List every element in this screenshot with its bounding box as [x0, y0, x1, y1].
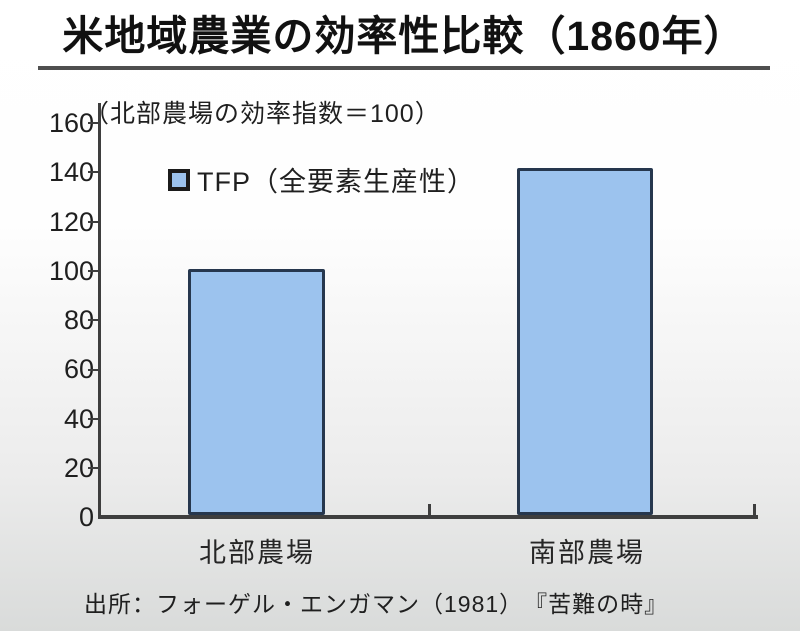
y-axis-tick [88, 418, 98, 420]
x-label-south: 南部農場 [529, 538, 645, 568]
y-axis-tick [88, 122, 98, 124]
y-tick-label: 140 [48, 157, 94, 188]
bar-south-farms [517, 168, 653, 515]
y-tick-label: 100 [48, 255, 94, 286]
y-axis-tick-labels: 160 140 120 100 80 60 40 20 0 [18, 108, 94, 532]
y-tick-label: 120 [48, 206, 94, 237]
y-axis-tick [88, 270, 98, 272]
chart-subtitle: （北部農場の効率指数＝100） [84, 100, 441, 128]
y-tick-label: 0 [78, 502, 94, 532]
y-axis-line [98, 103, 101, 518]
y-axis-tick [88, 319, 98, 321]
x-axis-category-tick [753, 504, 756, 516]
y-tick-label: 160 [48, 108, 94, 138]
chart-legend: TFP（全要素生産性） [168, 160, 475, 199]
title-block: 米地域農業の効率性比較（1860年） [38, 12, 770, 71]
source-note: 出所：フォーゲル・エンガマン（1981） 『苦難の時』 [84, 591, 669, 617]
x-label-north: 北部農場 [199, 538, 315, 568]
y-axis-tick [88, 467, 98, 469]
y-axis-tick [88, 221, 98, 223]
page-title: 米地域農業の効率性比較（1860年） [62, 13, 746, 59]
x-axis-category-tick [428, 504, 431, 516]
legend-swatch-icon [168, 168, 190, 191]
legend-label: TFP（全要素生産性） [197, 167, 475, 197]
bar-north-farms [188, 269, 325, 515]
y-axis-tick [88, 369, 98, 371]
x-axis-line [98, 515, 758, 519]
y-axis-tick [88, 171, 98, 173]
